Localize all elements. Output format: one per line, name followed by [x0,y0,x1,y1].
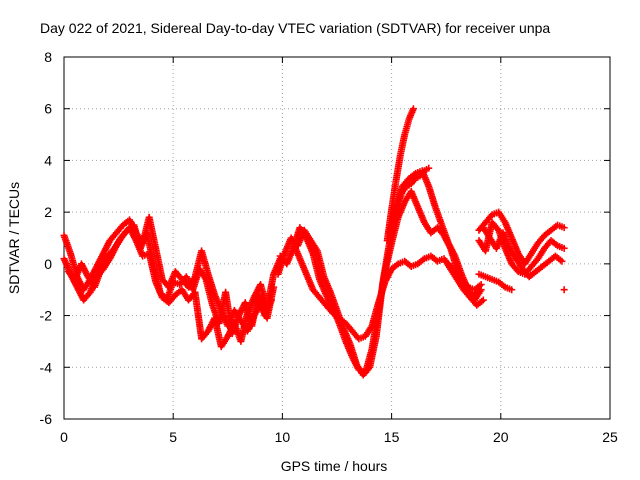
y-tick-label: 2 [44,204,52,220]
data-point [558,257,566,265]
data-point [409,105,417,113]
tick-layer: 0 5 10 15 20 25 -6 -4 -2 0 2 4 6 8 [40,49,618,445]
x-axis-label: GPS time / hours [281,458,388,474]
x-tick-label: 20 [493,429,509,445]
y-tick-label: -4 [40,359,53,375]
data-point [479,296,487,304]
y-tick-label: 8 [44,49,52,65]
data-point [560,286,568,294]
y-tick-label: 4 [44,152,52,168]
data-point [508,286,516,294]
data-point [560,244,568,252]
x-tick-label: 0 [60,429,68,445]
y-tick-label: 0 [44,256,52,272]
y-axis-label: SDTVAR / TECUs [6,182,22,294]
x-tick-label: 15 [384,429,400,445]
x-tick-label: 25 [602,429,618,445]
y-tick-label: -2 [40,308,53,324]
y-tick-label: -6 [40,411,53,427]
x-tick-label: 10 [275,429,291,445]
x-tick-label: 5 [169,429,177,445]
y-tick-label: 6 [44,101,52,117]
data-point [477,281,485,289]
data-point [267,296,275,304]
data-point [560,224,568,232]
data-point [425,164,433,172]
points-layer [60,105,568,379]
chart-title: Day 022 of 2021, Sidereal Day-to-day VTE… [40,20,550,36]
